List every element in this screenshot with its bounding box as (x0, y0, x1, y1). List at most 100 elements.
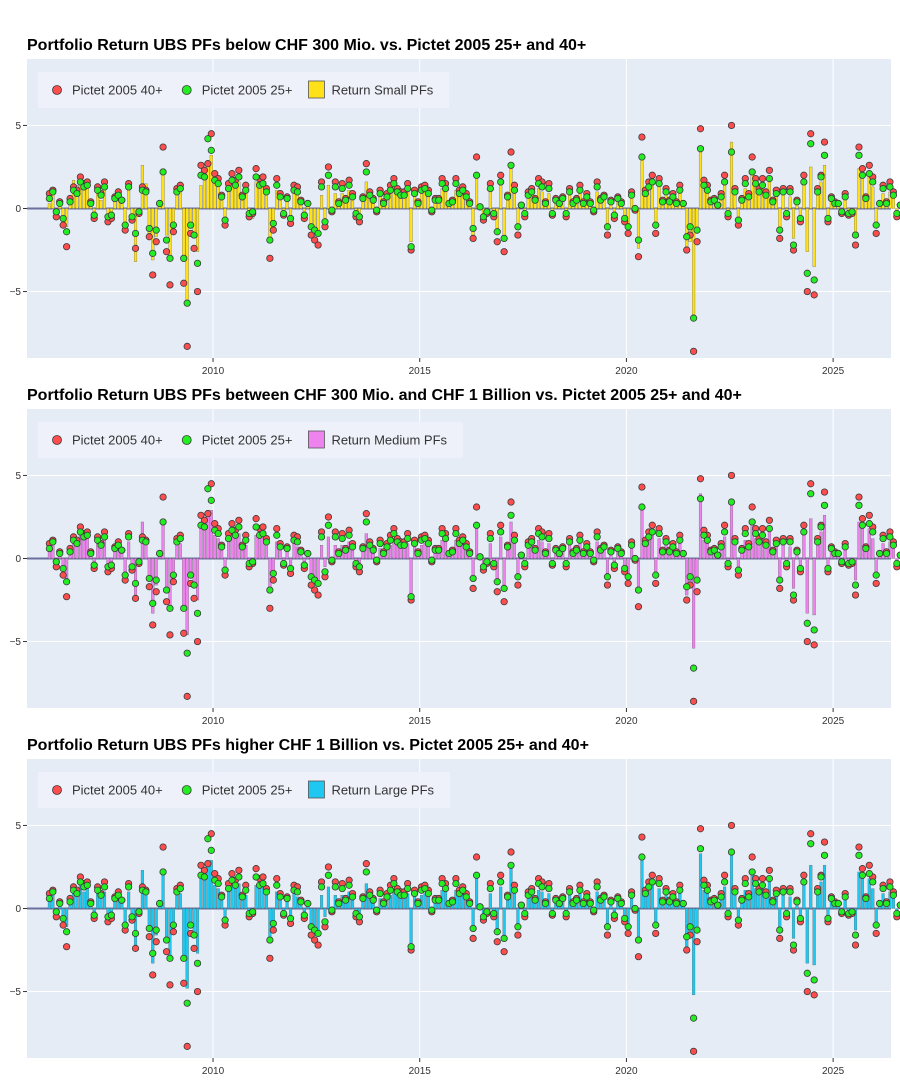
point (231, 881, 240, 889)
point (338, 184, 346, 193)
point (121, 571, 129, 579)
bar (733, 893, 737, 909)
point (63, 228, 71, 236)
point (469, 924, 477, 933)
point (493, 928, 501, 936)
point (617, 199, 625, 208)
point (311, 936, 319, 944)
bar (822, 865, 827, 909)
point (486, 184, 494, 193)
point (686, 573, 694, 581)
point (607, 898, 615, 906)
point (145, 574, 153, 583)
point (373, 906, 381, 914)
point (789, 241, 798, 249)
point (448, 198, 457, 206)
bar (292, 543, 296, 559)
bar (871, 538, 875, 559)
point (166, 631, 174, 639)
point (559, 894, 567, 903)
point (710, 196, 718, 204)
point (362, 860, 370, 868)
point (838, 208, 846, 216)
point (714, 901, 722, 909)
point (603, 581, 612, 589)
point (776, 934, 784, 942)
point (424, 539, 432, 548)
point (810, 991, 818, 999)
legend-label: Pictet 2005 25+ (202, 433, 293, 448)
point (762, 191, 770, 199)
point (607, 548, 615, 556)
y-tick-label: −5 (10, 987, 22, 998)
point (187, 921, 195, 929)
bar (326, 536, 330, 559)
point (149, 621, 157, 629)
point (879, 884, 887, 893)
point (500, 598, 508, 606)
point (321, 218, 329, 226)
point (655, 179, 663, 188)
point (193, 987, 202, 996)
point (273, 525, 281, 533)
point (683, 583, 691, 591)
bar (471, 208, 475, 237)
bar (233, 538, 237, 559)
point (872, 929, 880, 938)
point (865, 870, 873, 878)
point (800, 871, 808, 879)
point (125, 183, 133, 191)
point (297, 898, 305, 906)
point (459, 886, 467, 894)
point (872, 921, 880, 929)
x-tick: 2025 (822, 708, 845, 727)
point (404, 184, 412, 193)
point (159, 493, 167, 501)
point (565, 188, 574, 196)
point (851, 931, 860, 939)
point (559, 194, 567, 203)
point (369, 546, 377, 554)
point (638, 483, 646, 491)
point (228, 520, 236, 528)
point (125, 533, 133, 541)
point (696, 825, 705, 833)
point (862, 544, 870, 553)
point (610, 561, 618, 569)
point (672, 899, 680, 908)
y-tick-label: 0 (15, 204, 21, 215)
point (507, 511, 515, 519)
point (441, 184, 450, 193)
point (634, 953, 643, 961)
bar (182, 208, 186, 262)
point (214, 879, 222, 888)
point (280, 559, 288, 568)
point (772, 189, 780, 198)
point (796, 914, 804, 923)
point (614, 894, 622, 903)
point (483, 908, 491, 916)
point (379, 549, 388, 558)
bar (182, 908, 186, 961)
point (586, 549, 594, 558)
y-tick-label: 0 (15, 554, 21, 565)
point (497, 528, 505, 536)
point (190, 244, 198, 252)
point (531, 196, 539, 204)
point (207, 130, 215, 138)
point (276, 543, 284, 551)
point (607, 198, 615, 206)
point (514, 223, 522, 231)
point (738, 546, 746, 554)
point (645, 883, 653, 891)
point (259, 879, 267, 888)
point (407, 243, 415, 251)
bar (99, 898, 103, 909)
bar (192, 208, 196, 232)
point (262, 538, 271, 546)
point (703, 536, 711, 544)
point (94, 186, 102, 194)
point (259, 173, 267, 181)
point (855, 851, 863, 859)
point (876, 199, 884, 208)
